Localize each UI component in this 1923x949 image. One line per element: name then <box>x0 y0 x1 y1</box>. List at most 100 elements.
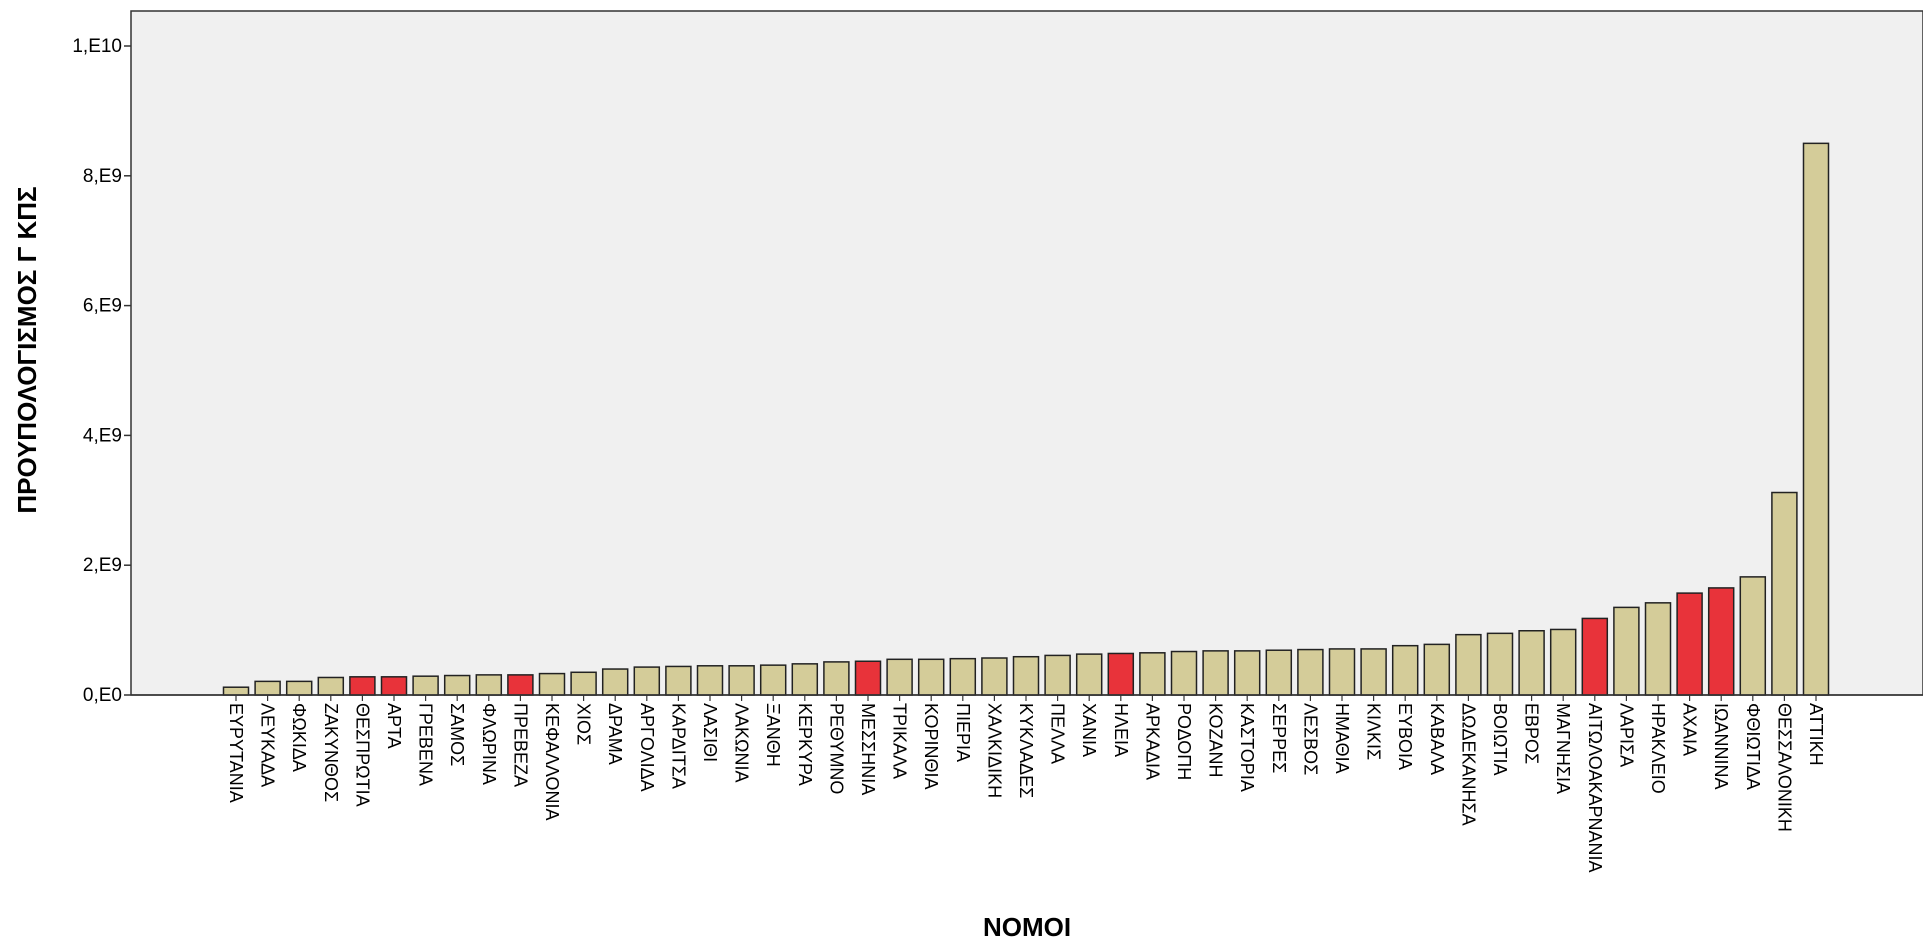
x-tick-label: ΛΑΣΙΘΙ <box>700 703 720 762</box>
x-tick-label: ΚΕΡΚΥΡΑ <box>795 703 815 786</box>
x-axis-title: ΝΟΜΟΙ <box>983 912 1071 942</box>
y-axis-title: ΠΡΟΥΠΟΛΟΓΙΣΜΟΣ Γ ΚΠΣ <box>12 186 42 513</box>
y-tick-label: 2,E9 <box>83 555 122 576</box>
x-tick-label: ΛΑΡΙΣΑ <box>1616 703 1636 767</box>
y-tick-label: 0,E0 <box>83 685 122 706</box>
x-tick-label: ΕΒΡΟΣ <box>1522 703 1542 764</box>
x-tick-label: ΡΟΔΟΠΗ <box>1174 703 1194 780</box>
bar <box>1771 491 1798 696</box>
x-axis: ΕΥΡΥΤΑΝΙΑ ΛΕΥΚΑΔΑ ΦΩΚΙΔΑ ΖΑΚΥΝΘΟΣ ΘΕΣΠΡΩΤΙΑ Α… <box>131 694 1923 873</box>
bar <box>222 686 250 696</box>
x-tick-label: ΑΤΤΙΚΗ <box>1806 703 1826 766</box>
x-tick-label: ΘΕΣΣΑΛΟΝΙΚΗ <box>1774 703 1794 832</box>
y-axis: 0,E0 2,E9 4,E9 6,E9 8,E9 1,E10 <box>72 36 131 706</box>
bar <box>1075 653 1103 696</box>
x-tick-label: ΗΜΑΘΙΑ <box>1332 703 1352 774</box>
bar <box>728 665 755 696</box>
bar <box>1802 142 1830 696</box>
bar <box>601 668 629 696</box>
bar <box>285 680 313 696</box>
x-tick-label: ΗΛΕΙΑ <box>1111 703 1131 757</box>
x-tick-label: ΓΡΕΒΕΝΑ <box>416 703 436 786</box>
y-tick-label: 4,E9 <box>83 425 122 446</box>
bar <box>443 674 471 696</box>
x-tick-label: ΠΕΛΛΑ <box>1048 703 1068 764</box>
bar <box>1486 632 1514 696</box>
bar <box>475 674 503 696</box>
x-tick-label: ΗΡΑΚΛΕΙΟ <box>1648 703 1668 794</box>
bar <box>1455 633 1482 696</box>
x-tick-label: ΦΩΚΙΔΑ <box>289 703 309 772</box>
bar <box>1391 644 1419 696</box>
x-tick-label: ΡΕΘΥΜΝΟ <box>826 703 846 794</box>
x-tick-label: ΑΡΤΑ <box>384 703 404 749</box>
bar <box>1549 628 1577 696</box>
x-tick-label: ΔΡΑΜΑ <box>605 703 625 765</box>
bar <box>1012 655 1040 696</box>
x-tick-label: ΚΟΡΙΝΘΙΑ <box>921 703 941 789</box>
x-tick-label: ΖΑΚΥΝΘΟΣ <box>321 703 341 802</box>
bar <box>886 658 913 696</box>
x-tick-label: ΛΑΚΩΝΙΑ <box>732 703 752 783</box>
x-tick-label: ΚΕΦΑΛΛΟΝΙΑ <box>542 703 562 821</box>
bar <box>1644 602 1672 696</box>
x-tick-label: ΙΩΑΝΝΙΝΑ <box>1711 703 1731 789</box>
bar <box>665 665 692 696</box>
x-tick-label: ΒΟΙΩΤΙΑ <box>1490 703 1510 775</box>
bar <box>1139 652 1166 696</box>
bar <box>949 657 977 696</box>
bar <box>1328 648 1356 696</box>
x-tick-label: ΞΑΝΘΗ <box>763 703 783 767</box>
bar <box>570 671 597 696</box>
x-tick-label: ΦΘΙΩΤΙΔΑ <box>1743 703 1763 790</box>
bar <box>823 661 850 696</box>
x-tick-label: ΚΥΚΛΑΔΕΣ <box>1016 703 1036 798</box>
bar <box>538 672 566 696</box>
bar <box>349 676 376 696</box>
bar <box>1107 652 1135 696</box>
x-tick-label: ΧΙΟΣ <box>574 703 594 745</box>
x-tick-label: ΣΑΜΟΣ <box>447 703 467 766</box>
y-tick-label: 1,E10 <box>72 36 122 57</box>
x-tick-label: ΚΑΡΔΙΤΣΑ <box>668 703 688 789</box>
y-tick-label: 6,E9 <box>83 296 122 317</box>
bar <box>380 676 408 696</box>
bar <box>854 660 882 696</box>
x-tick-label: ΔΩΔΕΚΑΝΗΣΑ <box>1458 703 1478 826</box>
x-tick-label: ΕΥΡΥΤΑΝΙΑ <box>226 703 246 803</box>
bar <box>981 657 1008 696</box>
bar <box>1423 643 1451 696</box>
x-tick-label: ΚΙΛΚΙΣ <box>1364 703 1384 760</box>
bar <box>1613 606 1640 696</box>
bar <box>696 665 724 696</box>
x-tick-label: ΣΕΡΡΕΣ <box>1269 703 1289 773</box>
x-tick-label: ΛΕΥΚΑΔΑ <box>258 703 278 787</box>
x-tick-label: ΘΕΣΠΡΩΤΙΑ <box>352 703 372 807</box>
x-tick-label: ΚΑΒΑΛΑ <box>1427 703 1447 775</box>
bar <box>1044 654 1071 696</box>
y-tick-label: 8,E9 <box>83 166 122 187</box>
bar <box>412 675 439 696</box>
x-tick-label: ΕΥΒΟΙΑ <box>1395 703 1415 770</box>
x-tick-label: ΧΑΝΙΑ <box>1079 703 1099 757</box>
x-tick-label: ΑΡΓΟΛΙΔΑ <box>637 703 657 792</box>
bar <box>633 666 661 696</box>
x-tick-label: ΛΕΣΒΟΣ <box>1300 703 1320 775</box>
bar <box>917 658 945 696</box>
x-tick-label: ΦΛΩΡΙΝΑ <box>479 703 499 785</box>
x-tick-label: ΑΙΤΩΛΟΑΚΑΡΝΑΝΙΑ <box>1585 703 1605 873</box>
x-tick-label: ΤΡΙΚΑΛΑ <box>890 703 910 779</box>
bar <box>1265 649 1293 696</box>
bars-group <box>222 142 1830 696</box>
x-tick-label: ΧΑΛΚΙΔΙΚΗ <box>984 703 1004 798</box>
x-tick-label: ΑΧΑΙΑ <box>1680 703 1700 756</box>
bar <box>1360 648 1387 696</box>
bar <box>507 674 534 696</box>
bar <box>1170 650 1198 696</box>
bar <box>791 663 819 696</box>
x-tick-label: ΜΕΣΣΗΝΙΑ <box>858 703 878 795</box>
plot-area <box>130 10 1923 696</box>
x-tick-label: ΠΡΕΒΕΖΑ <box>510 703 530 787</box>
